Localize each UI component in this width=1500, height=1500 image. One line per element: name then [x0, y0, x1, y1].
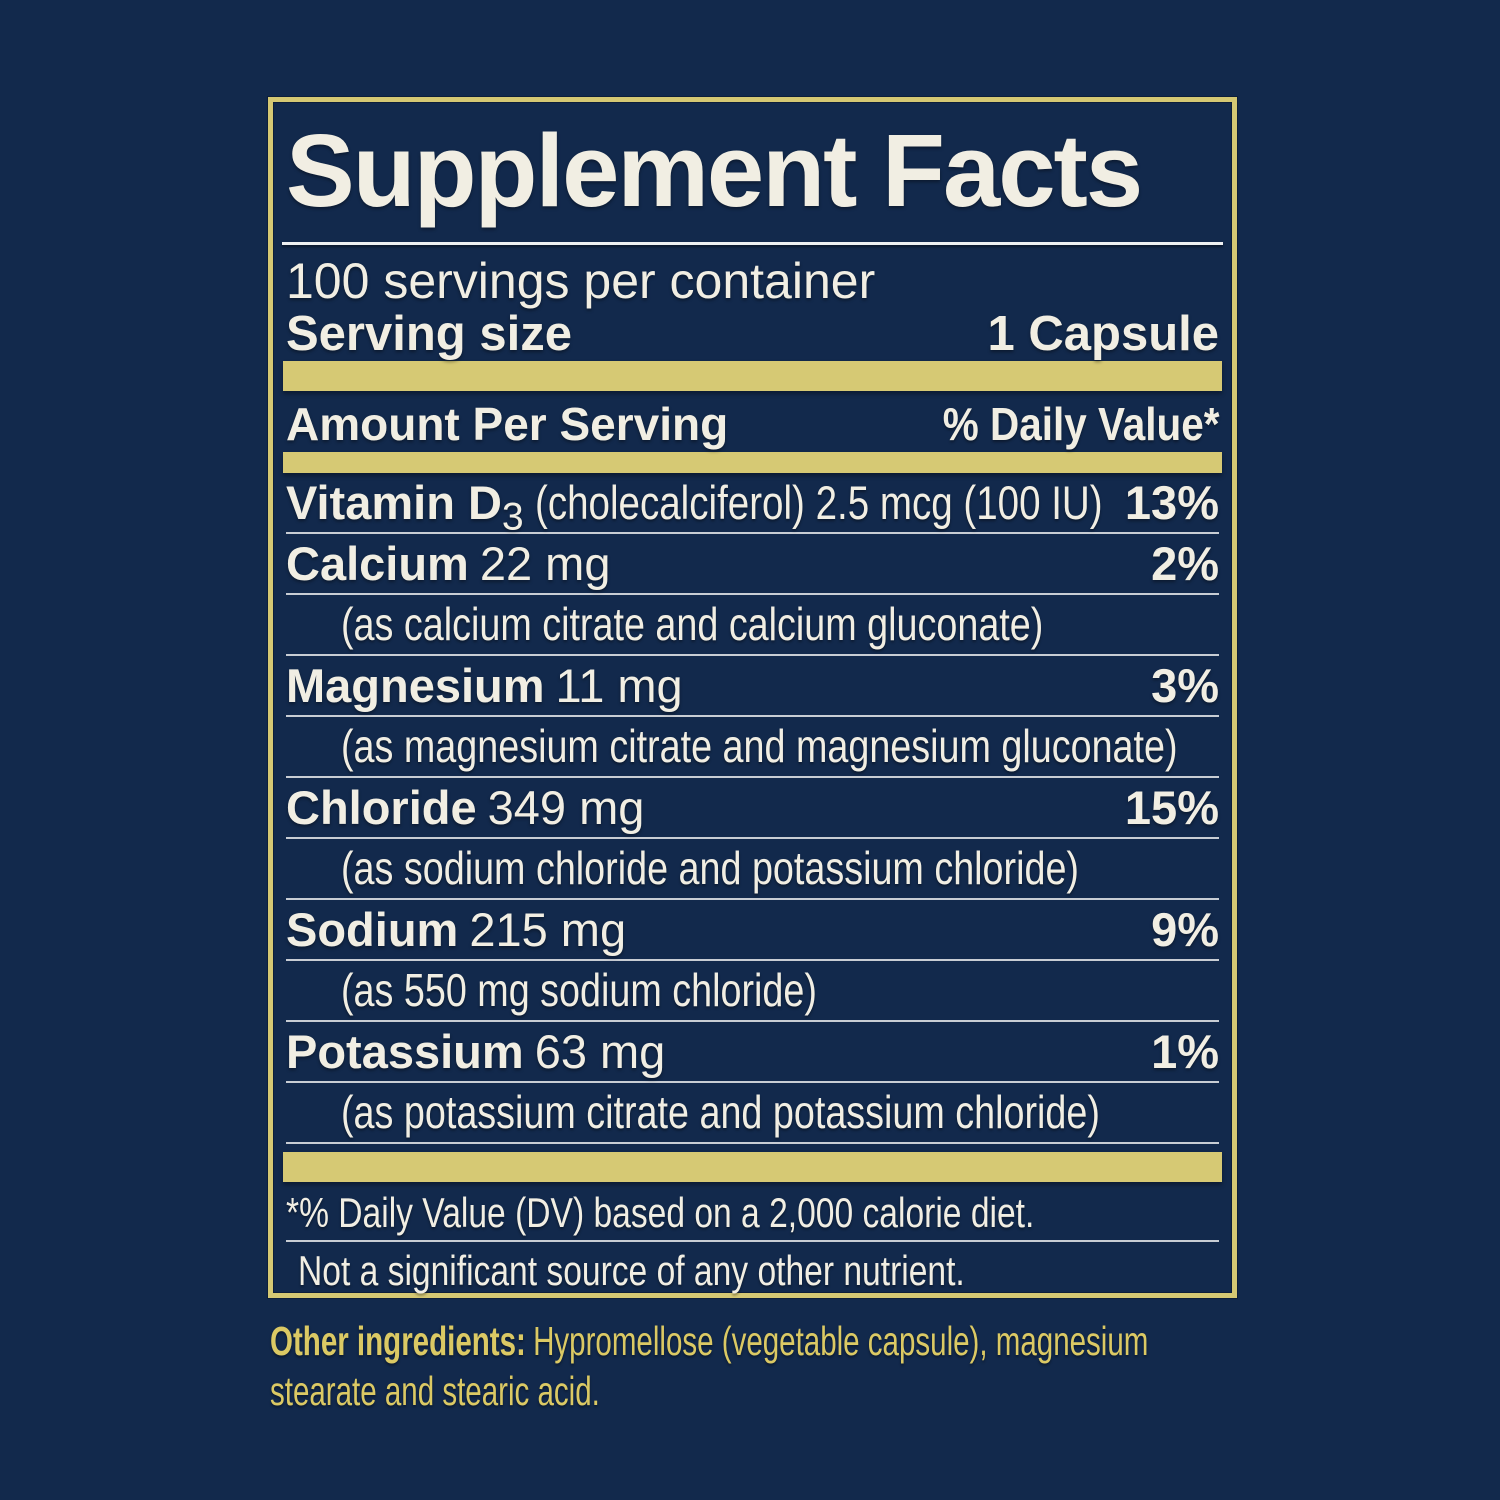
nutrient-detail: 349 mg [487, 780, 645, 834]
servings-per-container: 100 servings per container [286, 252, 876, 309]
panel-title: Supplement Facts [286, 113, 1143, 228]
nutrient-detail: 63 mg [534, 1024, 666, 1078]
nutrient-source-row-potassium: (as potassium citrate and potassium chlo… [286, 1083, 1219, 1144]
nutrient-daily-value: 13% [1124, 475, 1219, 529]
nutrient-source-row-magnesium: (as magnesium citrate and magnesium gluc… [286, 717, 1219, 778]
nutrient-row-vitamin-d3: Vitamin D3 (cholecalciferol) 2.5 mcg (100… [286, 473, 1219, 538]
other-ingredients-label: Other ingredients: [270, 1318, 526, 1364]
column-headers-row: Amount Per Serving % Daily Value* [286, 400, 1219, 448]
supplement-facts-panel: Supplement Facts 100 servings per contai… [268, 97, 1237, 1298]
gold-divider-bar-header [283, 451, 1222, 473]
nutrient-source-text: (as 550 mg sodium chloride) [341, 963, 817, 1016]
nutrient-daily-value: 9% [1151, 902, 1219, 956]
nutrient-source-row-chloride: (as sodium chloride and potassium chlori… [286, 839, 1219, 900]
nutrient-daily-value: 15% [1124, 780, 1219, 834]
nutrient-source-text: (as sodium chloride and potassium chlori… [341, 841, 1079, 894]
nutrient-name: Calcium [286, 536, 469, 590]
amount-per-serving-header: Amount Per Serving [286, 397, 729, 450]
title-divider [282, 241, 1223, 245]
serving-size-value: 1 Capsule [987, 306, 1219, 361]
gold-divider-bar-bottom [283, 1151, 1222, 1182]
nutrient-source-text: (as calcium citrate and calcium gluconat… [341, 597, 1044, 650]
nutrient-source-row-sodium: (as 550 mg sodium chloride) [286, 961, 1219, 1022]
nutrient-source-text: (as potassium citrate and potassium chlo… [341, 1085, 1100, 1138]
serving-size-label: Serving size [286, 306, 572, 361]
nutrient-daily-value: 3% [1151, 658, 1219, 712]
nutrient-detail: 215 mg [469, 902, 627, 956]
nutrient-name: Vitamin D [286, 475, 502, 529]
nutrient-detail: (cholecalciferol) 2.5 mcg (100 IU) [534, 475, 1103, 529]
other-ingredients-text: Hypromellose (vegetable capsule), magnes… [270, 1318, 1149, 1414]
gold-divider-bar-top [283, 360, 1222, 391]
no-other-nutrient-footnote: Not a significant source of any other nu… [298, 1246, 965, 1294]
nutrient-name: Magnesium [286, 658, 545, 712]
nutrient-daily-value: 1% [1151, 1024, 1219, 1078]
nutrient-detail: 11 mg [555, 658, 683, 712]
nutrient-row-sodium: Sodium 215 mg 9% [286, 900, 1219, 961]
nutrient-source-text: (as magnesium citrate and magnesium gluc… [341, 719, 1178, 772]
nutrient-name: Potassium [286, 1024, 524, 1078]
nutrient-source-row-calcium: (as calcium citrate and calcium gluconat… [286, 595, 1219, 656]
nutrient-row-calcium: Calcium 22 mg 2% [286, 534, 1219, 595]
nutrient-detail: 22 mg [479, 536, 611, 590]
nutrient-row-chloride: Chloride 349 mg 15% [286, 778, 1219, 839]
nutrient-daily-value: 2% [1151, 536, 1219, 590]
nutrient-row-potassium: Potassium 63 mg 1% [286, 1022, 1219, 1083]
nutrient-row-magnesium: Magnesium 11 mg 3% [286, 656, 1219, 717]
daily-value-footnote: *% Daily Value (DV) based on a 2,000 cal… [286, 1189, 1219, 1242]
serving-size-row: Serving size 1 Capsule [286, 309, 1219, 359]
daily-value-header: % Daily Value* [942, 397, 1219, 450]
nutrient-name: Chloride [286, 780, 477, 834]
nutrient-name-subscript: 3 [501, 495, 524, 539]
nutrient-name: Sodium [286, 902, 459, 956]
other-ingredients: Other ingredients: Hypromellose (vegetabl… [270, 1316, 1249, 1416]
